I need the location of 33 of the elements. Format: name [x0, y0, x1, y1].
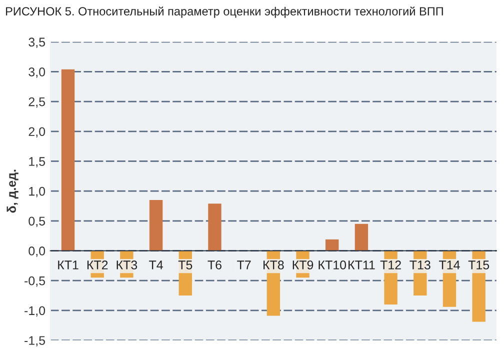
- y-tick-label: -0,5: [24, 276, 46, 287]
- x-tick-label: Т12: [380, 260, 401, 270]
- y-tick-label: 3,5: [28, 38, 46, 48]
- y-tick-label: 1,5: [29, 157, 46, 168]
- y-axis-title: δ, д.ед.: [6, 170, 18, 213]
- x-tick-label: Т4: [149, 260, 163, 270]
- x-tick-label: КТ10: [318, 260, 346, 270]
- y-tick-label: 1,0: [29, 186, 46, 198]
- x-tick-label: Т7: [237, 260, 251, 270]
- x-tick-label: Т14: [439, 260, 460, 270]
- y-tick-label: 0,5: [28, 216, 46, 228]
- bar: [326, 239, 339, 251]
- bar: [149, 200, 163, 251]
- x-tick-label: КТ11: [348, 260, 375, 270]
- bar: [61, 69, 75, 251]
- x-tick-label: Т13: [410, 260, 430, 270]
- x-tick-label: Т15: [468, 260, 490, 270]
- bar: [208, 204, 222, 251]
- x-tick-label: Т6: [208, 260, 222, 270]
- y-tick-label: 2,0: [28, 127, 46, 138]
- y-tick-label: -1,0: [24, 306, 46, 317]
- x-tick-label: КТ3: [116, 260, 138, 270]
- x-tick-label: КТ2: [87, 260, 108, 270]
- bar: [354, 224, 368, 251]
- x-tick-label: КТ9: [292, 260, 314, 270]
- y-tick-label: -1,5: [24, 336, 46, 346]
- chart-title: РИСУНОК 5. Относительный параметр оценки эффективности технологий ВПП: [6, 6, 443, 18]
- x-tick-label: КТ1: [58, 260, 78, 270]
- y-tick-label: 3,0: [28, 68, 46, 78]
- y-tick-label: 2,5: [28, 97, 46, 108]
- x-tick-label: КТ8: [264, 260, 284, 270]
- x-tick-label: Т5: [178, 260, 192, 270]
- y-tick-label: 0,0: [28, 246, 46, 257]
